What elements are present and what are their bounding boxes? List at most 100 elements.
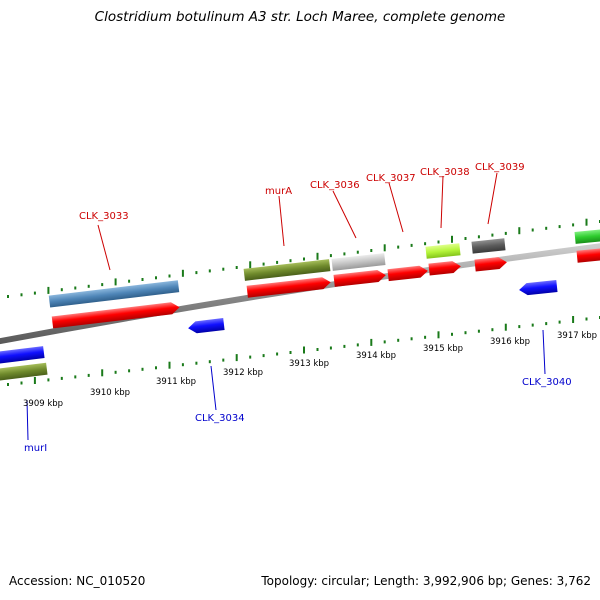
gene-arrow-clk3041	[576, 247, 600, 263]
scale-minor-tick	[74, 375, 77, 379]
gene-arrow-clk3038	[428, 261, 461, 276]
scale-minor-tick	[303, 257, 305, 261]
scale-major-tick	[303, 346, 305, 354]
scale-major-tick	[572, 316, 575, 323]
scale-label: 3916 kbp	[490, 337, 530, 347]
leader-clk3036	[332, 190, 357, 239]
scale-minor-tick	[141, 367, 144, 371]
scale-minor-tick	[33, 291, 36, 295]
leader-clk3039	[487, 172, 498, 225]
scale-minor-tick	[262, 354, 265, 358]
scale-label: 3915 kbp	[423, 344, 463, 354]
scale-major-tick	[504, 323, 507, 331]
scale-major-tick	[316, 252, 319, 260]
scale-minor-tick	[531, 228, 534, 232]
gene-arrow-muri	[0, 346, 45, 365]
scale-minor-tick	[141, 278, 144, 281]
scale-label: 3912 kbp	[223, 368, 263, 378]
scale-minor-tick	[370, 249, 373, 252]
scale-minor-tick	[168, 274, 171, 278]
accession-text: Accession: NC_010520	[9, 574, 146, 588]
scale-major-tick	[235, 354, 238, 362]
gene-bar-muri-cog	[0, 362, 48, 382]
scale-minor-tick	[276, 260, 279, 264]
scale-minor-tick	[558, 225, 561, 229]
gene-label-clk3040[interactable]: CLK_3040	[522, 377, 572, 388]
scale-major-tick	[181, 269, 184, 277]
gene-arrow-clk3040	[519, 280, 558, 296]
scale-label: 3914 kbp	[356, 351, 396, 361]
gene-label-clk3038[interactable]: CLK_3038	[420, 167, 470, 178]
scale-major-tick	[585, 218, 588, 226]
gene-bar-clk3033-cog	[48, 280, 180, 308]
scale-minor-tick	[155, 276, 157, 280]
scale-label: 3910 kbp	[90, 388, 130, 398]
scale-minor-tick	[60, 288, 63, 292]
leader-clk3034	[210, 365, 217, 411]
gene-label-clk3036[interactable]: CLK_3036	[310, 180, 360, 191]
gene-label-clk3037[interactable]: CLK_3037	[366, 173, 416, 184]
scale-minor-tick	[329, 346, 332, 350]
scale-minor-tick	[289, 259, 292, 263]
leader-clk3040	[542, 329, 546, 375]
leader-clk3037	[388, 182, 404, 233]
scale-minor-tick	[155, 366, 157, 370]
scale-minor-tick	[222, 267, 225, 271]
scale-major-tick	[370, 338, 373, 346]
scale-minor-tick	[356, 343, 359, 347]
scale-minor-tick	[20, 293, 23, 297]
scale-major-tick	[33, 377, 36, 384]
scale-minor-tick	[208, 269, 211, 273]
leader-mura	[278, 195, 285, 247]
scale-minor-tick	[87, 373, 90, 377]
scale-major-tick	[249, 261, 252, 269]
scale-minor-tick	[20, 381, 23, 385]
scale-minor-tick	[195, 271, 198, 275]
scale-minor-tick	[47, 378, 50, 382]
topology-text: Topology: circular; Length: 3,992,906 bp…	[261, 574, 591, 588]
scale-minor-tick	[114, 370, 117, 374]
gene-arrow-clk3037	[387, 265, 428, 282]
scale-major-tick	[518, 227, 521, 235]
scale-minor-tick	[74, 286, 77, 290]
scale-major-tick	[451, 235, 453, 243]
scale-label: 3917 kbp	[557, 331, 597, 341]
gene-label-clk3033[interactable]: CLK_3033	[79, 211, 129, 222]
map-title: Clostridium botulinum A3 str. Loch Maree…	[94, 9, 506, 25]
scale-minor-tick	[181, 363, 184, 367]
leader-clk3033	[97, 224, 111, 271]
leader-muri	[26, 399, 29, 441]
scale-minor-tick	[128, 279, 131, 283]
scale-minor-tick	[289, 351, 292, 354]
gene-arrow-clk3036	[333, 270, 386, 287]
scale-major-tick	[47, 286, 50, 294]
scale-minor-tick	[545, 226, 548, 230]
scale-minor-tick	[397, 245, 400, 249]
scale-major-tick	[437, 331, 440, 339]
scale-minor-tick	[262, 262, 265, 266]
scale-minor-tick	[101, 283, 104, 287]
scale-minor-tick	[572, 223, 575, 227]
gene-arrow-mura	[246, 277, 331, 298]
scale-minor-tick	[7, 295, 9, 298]
scale-minor-tick	[329, 254, 332, 258]
scale-minor-tick	[397, 338, 400, 342]
scale-minor-tick	[424, 242, 427, 246]
scale-minor-tick	[437, 240, 440, 244]
scale-minor-tick	[531, 323, 534, 327]
scale-minor-tick	[383, 340, 386, 344]
gene-bar-clk3036-cog	[331, 253, 386, 271]
gene-label-clk3034[interactable]: CLK_3034	[195, 413, 245, 424]
scale-minor-tick	[249, 355, 252, 359]
gene-bar-clk3041-cog	[574, 228, 600, 244]
scale-label: 3909 kbp	[23, 399, 63, 409]
gene-label-clk3039[interactable]: CLK_3039	[475, 162, 525, 173]
scale-minor-tick	[464, 237, 467, 240]
scale-label: 3913 kbp	[289, 359, 329, 369]
gene-bar-mura-cog	[243, 259, 331, 281]
scale-minor-tick	[451, 332, 453, 336]
gene-label-muri[interactable]: murI	[24, 443, 47, 454]
gene-label-mura[interactable]: murA	[265, 186, 292, 197]
scale-minor-tick	[87, 284, 90, 288]
